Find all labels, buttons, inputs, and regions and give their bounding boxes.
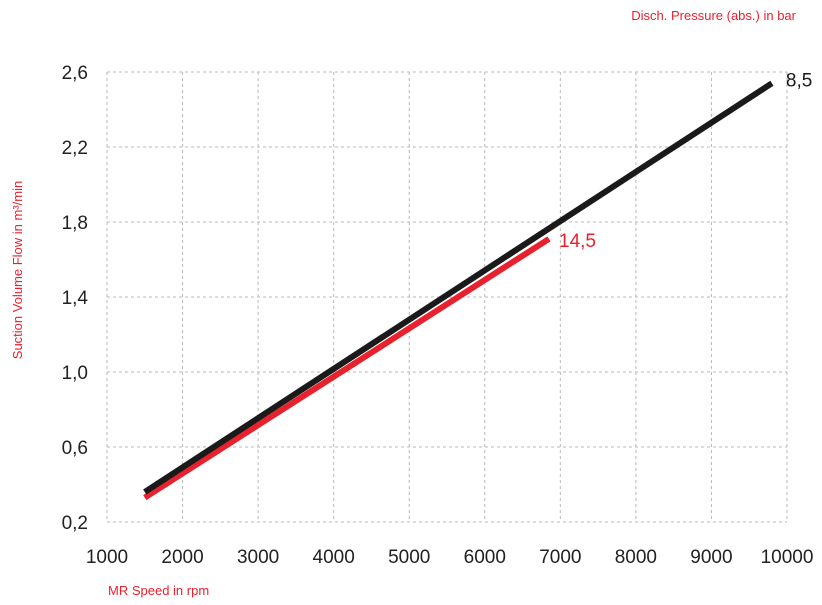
y-tick-label: 2,2 <box>62 138 88 159</box>
y-tick-label: 1,4 <box>62 288 89 309</box>
y-tick-label: 0,2 <box>62 513 88 534</box>
y-tick-label: 1,8 <box>62 213 88 234</box>
x-tick-label: 6000 <box>464 547 506 568</box>
y-tick-label: 1,0 <box>62 363 88 384</box>
y-tick-label: 0,6 <box>62 438 88 459</box>
y-axis-ticks: 0,2 0,6 1,0 1,4 1,8 2,2 2,6 <box>62 63 89 534</box>
x-tick-label: 3000 <box>237 547 279 568</box>
x-tick-label: 2000 <box>161 547 203 568</box>
x-tick-label: 5000 <box>388 547 430 568</box>
series-line-0 <box>143 80 774 495</box>
x-axis-ticks: 1000 2000 3000 4000 5000 6000 7000 8000 9000 1000… <box>86 547 814 568</box>
legend-title: Disch. Pressure (abs.) in bar <box>631 8 796 23</box>
x-tick-label: 4000 <box>313 547 355 568</box>
series-end-label: 8,5 <box>786 70 812 91</box>
y-tick-label: 2,6 <box>62 63 88 84</box>
x-tick-label: 9000 <box>690 547 732 568</box>
x-tick-label: 10000 <box>761 547 814 568</box>
x-tick-label: 8000 <box>615 547 657 568</box>
series-end-label: 14,5 <box>559 231 596 252</box>
y-axis-label: Suction Volume Flow in m³/min <box>10 181 25 359</box>
x-tick-label: 1000 <box>86 547 128 568</box>
x-tick-label: 7000 <box>539 547 581 568</box>
series-line-1 <box>143 236 551 501</box>
x-axis-label: MR Speed in rpm <box>108 583 209 598</box>
series: 8,5 14,5 <box>143 70 812 501</box>
